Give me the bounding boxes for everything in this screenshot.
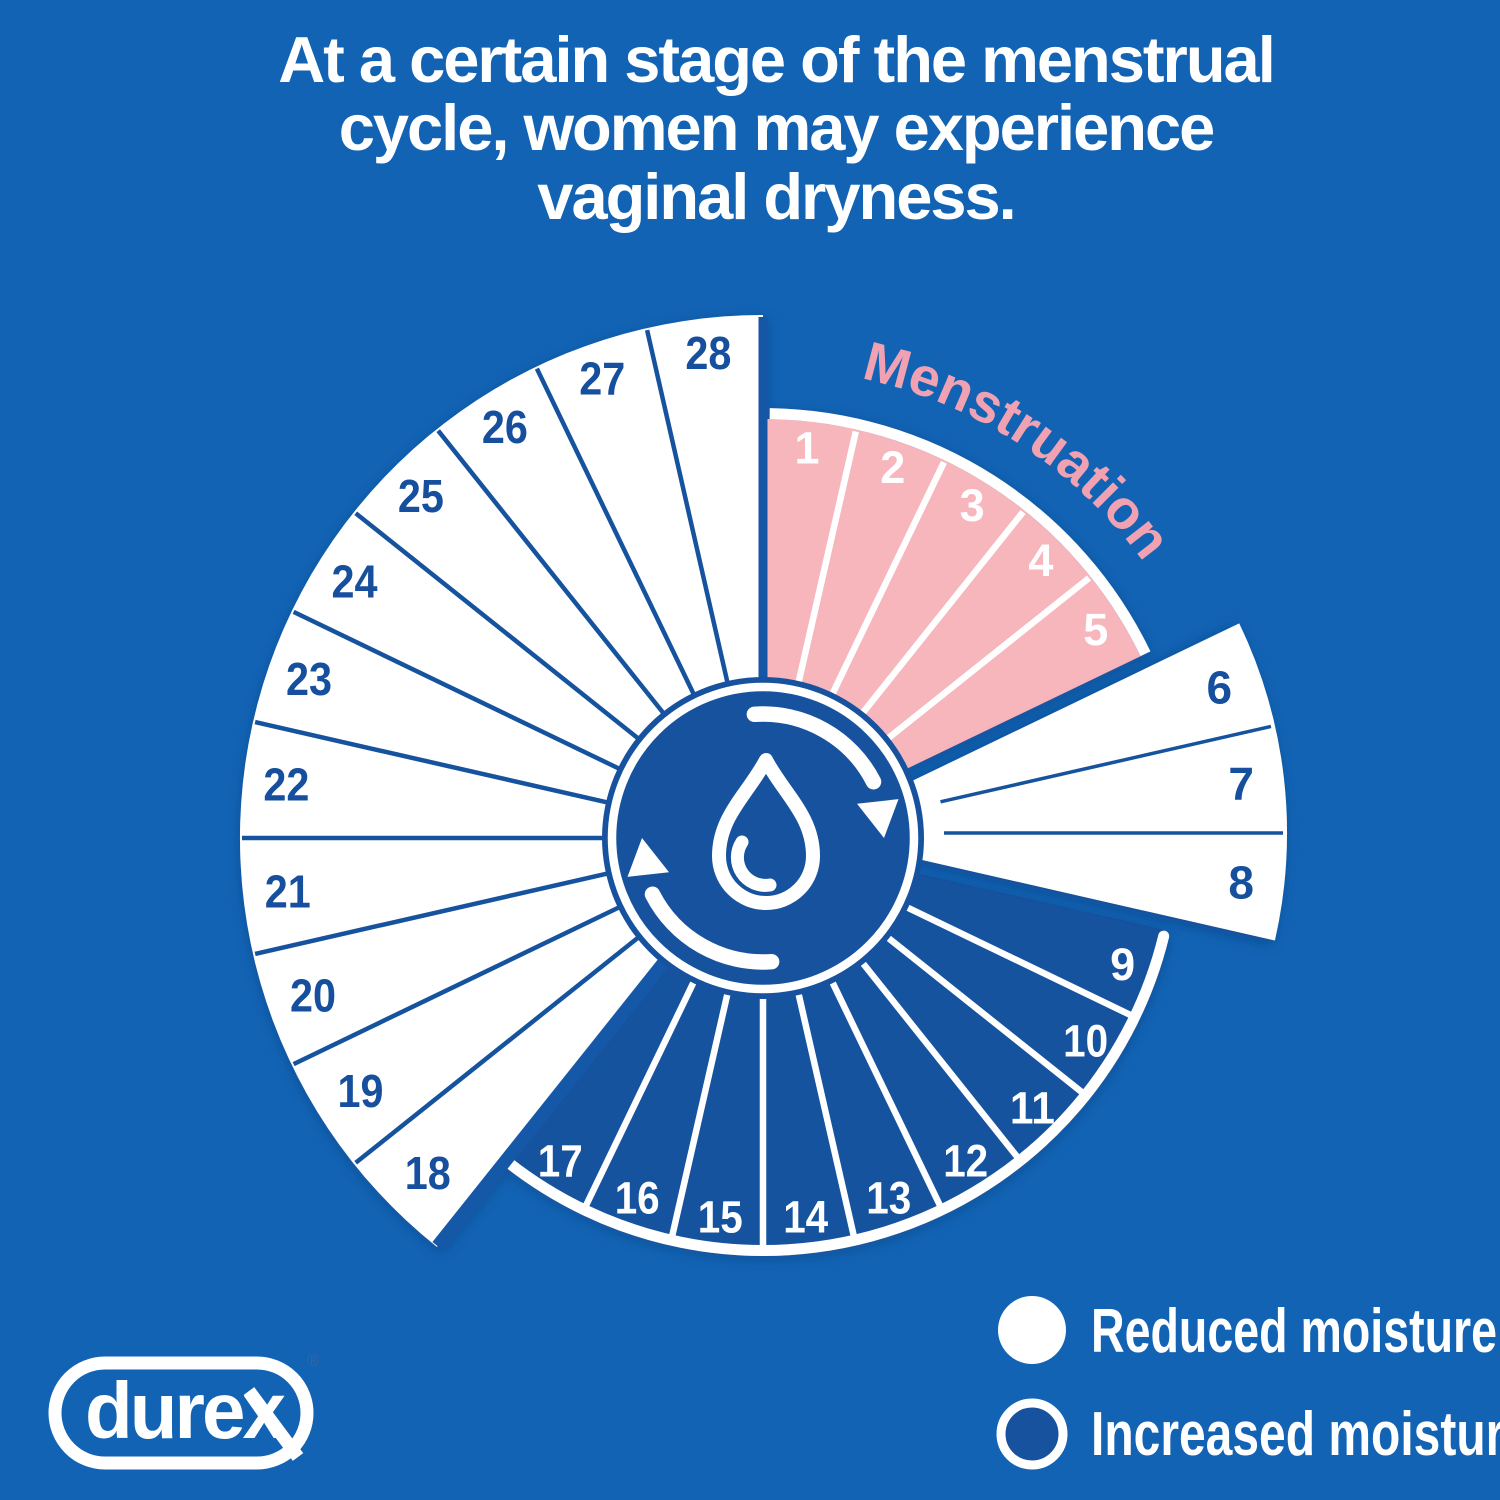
svg-text:3: 3 — [960, 480, 985, 531]
svg-text:21: 21 — [265, 866, 311, 918]
svg-text:27: 27 — [579, 353, 625, 405]
svg-text:At a certain stage of the mens: At a certain stage of the menstrual — [278, 23, 1274, 96]
svg-text:22: 22 — [263, 758, 309, 810]
svg-text:24: 24 — [332, 555, 378, 607]
svg-text:5: 5 — [1083, 604, 1108, 655]
svg-text:11: 11 — [1010, 1082, 1055, 1133]
svg-text:19: 19 — [338, 1065, 384, 1117]
svg-text:®: ® — [307, 1351, 320, 1370]
svg-text:durex: durex — [85, 1366, 285, 1455]
svg-text:vaginal dryness.: vaginal dryness. — [537, 160, 1014, 233]
svg-text:6: 6 — [1207, 662, 1233, 714]
svg-text:28: 28 — [685, 327, 731, 379]
svg-text:25: 25 — [398, 470, 444, 522]
svg-text:16: 16 — [615, 1173, 660, 1224]
svg-text:8: 8 — [1228, 856, 1254, 908]
svg-text:13: 13 — [866, 1173, 911, 1224]
svg-text:14: 14 — [783, 1192, 828, 1243]
svg-text:1: 1 — [794, 423, 819, 474]
svg-text:17: 17 — [538, 1136, 583, 1187]
svg-text:23: 23 — [286, 653, 332, 705]
svg-text:12: 12 — [943, 1136, 988, 1187]
svg-text:Increased moisture: Increased moisture — [1091, 1400, 1500, 1469]
svg-text:7: 7 — [1228, 758, 1254, 810]
svg-text:18: 18 — [405, 1147, 451, 1199]
svg-text:15: 15 — [698, 1192, 743, 1243]
svg-text:2: 2 — [880, 442, 905, 493]
svg-text:9: 9 — [1110, 939, 1135, 990]
svg-text:4: 4 — [1028, 535, 1053, 586]
svg-text:Reduced moisture: Reduced moisture — [1091, 1297, 1497, 1366]
svg-text:26: 26 — [482, 401, 528, 453]
svg-text:10: 10 — [1063, 1016, 1108, 1067]
svg-text:20: 20 — [290, 970, 336, 1022]
svg-text:cycle, women may experience: cycle, women may experience — [339, 91, 1214, 164]
